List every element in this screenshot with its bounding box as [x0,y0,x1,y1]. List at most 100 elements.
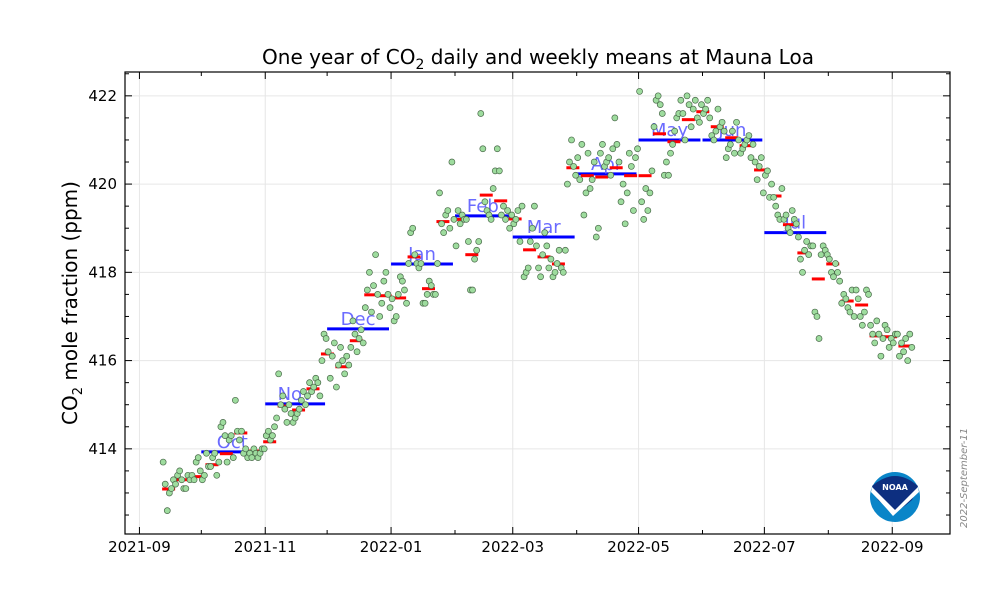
daily-point [264,427,272,435]
daily-point [722,154,730,161]
daily-point [896,352,903,360]
plot-frame [124,71,951,535]
daily-point [908,343,916,351]
daily-point [900,348,907,356]
daily-point [685,101,693,109]
daily-point [399,277,406,285]
daily-point [504,207,511,214]
daily-point [607,171,615,179]
daily-point [295,405,303,413]
daily-point [335,361,342,369]
daily-point [411,251,419,259]
daily-point [370,282,377,289]
daily-point [168,485,175,492]
daily-point [718,118,726,126]
daily-point [609,145,617,153]
daily-point [630,207,637,214]
y-tick-label: 418 [88,263,117,281]
daily-point [846,308,854,316]
daily-point [355,335,363,342]
daily-point [642,185,650,192]
daily-point [345,361,353,369]
daily-point [444,207,452,214]
daily-point [524,264,532,272]
daily-point [500,202,507,210]
daily-point [384,291,392,298]
daily-point [592,233,600,241]
daily-point [333,383,340,391]
daily-point [450,216,458,223]
daily-point [190,476,198,484]
daily-point [436,189,443,197]
daily-point [809,242,817,250]
daily-point [366,268,373,276]
daily-point [359,339,367,347]
daily-point [786,229,794,236]
daily-point [545,264,553,272]
daily-point [883,326,891,334]
daily-point [176,467,184,475]
daily-point [283,419,291,426]
daily-point [423,291,431,298]
daily-point [322,335,330,342]
daily-point [462,216,470,223]
daily-point [304,392,311,400]
daily-point [386,304,394,311]
daily-point [438,220,445,228]
daily-point [745,132,753,139]
daily-point [279,392,287,400]
daily-point [349,317,357,325]
daily-point [772,202,780,210]
daily-point [669,141,676,148]
daily-point [231,396,239,404]
daily-point [314,379,322,386]
daily-point [260,445,268,453]
daily-point [871,339,879,347]
x-tick-label: 2022-03 [481,538,544,556]
month-label: Feb [467,196,499,217]
daily-point [172,480,179,488]
daily-point [636,88,643,95]
daily-point [735,136,742,144]
daily-point [275,370,283,378]
daily-point [574,154,582,161]
daily-point [324,348,332,356]
daily-point [531,202,538,210]
daily-point [273,414,280,422]
daily-point [621,220,629,228]
grid-lines [125,72,950,534]
daily-point [495,167,503,175]
daily-point [487,216,495,223]
x-tick-label: 2022-09 [861,538,924,556]
daily-point [797,255,804,263]
daily-point [770,193,778,201]
daily-point [196,467,204,475]
daily-point [277,401,285,409]
daily-point [481,198,489,206]
daily-point [452,242,460,250]
daily-point [512,216,520,223]
daily-point [281,405,289,413]
daily-point [613,141,621,148]
month-label: Dec [341,309,376,330]
daily-point [623,189,631,197]
daily-point [858,321,866,329]
daily-point [316,392,324,400]
daily-point [597,149,604,157]
daily-point [731,149,738,157]
daily-point [689,105,697,113]
daily-point [242,445,250,453]
daily-point [403,299,410,307]
x-tick-label: 2021-09 [108,538,171,556]
daily-point [564,180,571,188]
daily-point [836,277,844,285]
daily-point [401,286,408,294]
daily-point [733,118,740,126]
daily-point [648,167,656,175]
daily-point [376,313,384,320]
daily-point [178,476,186,484]
daily-point [702,105,709,113]
daily-point [755,163,763,170]
daily-point [215,458,223,466]
daily-point [493,145,501,153]
